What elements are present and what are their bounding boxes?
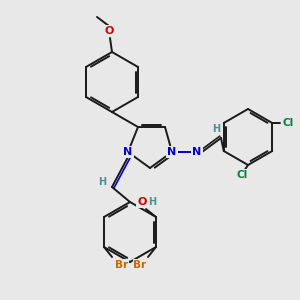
Text: N: N: [192, 147, 202, 157]
Text: O: O: [104, 26, 114, 36]
Text: H: H: [98, 177, 106, 187]
Text: Br: Br: [116, 260, 129, 270]
Text: H: H: [212, 124, 220, 134]
Text: Br: Br: [134, 260, 146, 270]
Text: O: O: [137, 197, 147, 207]
Text: N: N: [123, 147, 133, 157]
Text: H: H: [148, 197, 156, 207]
Text: Cl: Cl: [236, 170, 247, 180]
Text: Cl: Cl: [283, 118, 294, 128]
Text: N: N: [167, 147, 177, 157]
